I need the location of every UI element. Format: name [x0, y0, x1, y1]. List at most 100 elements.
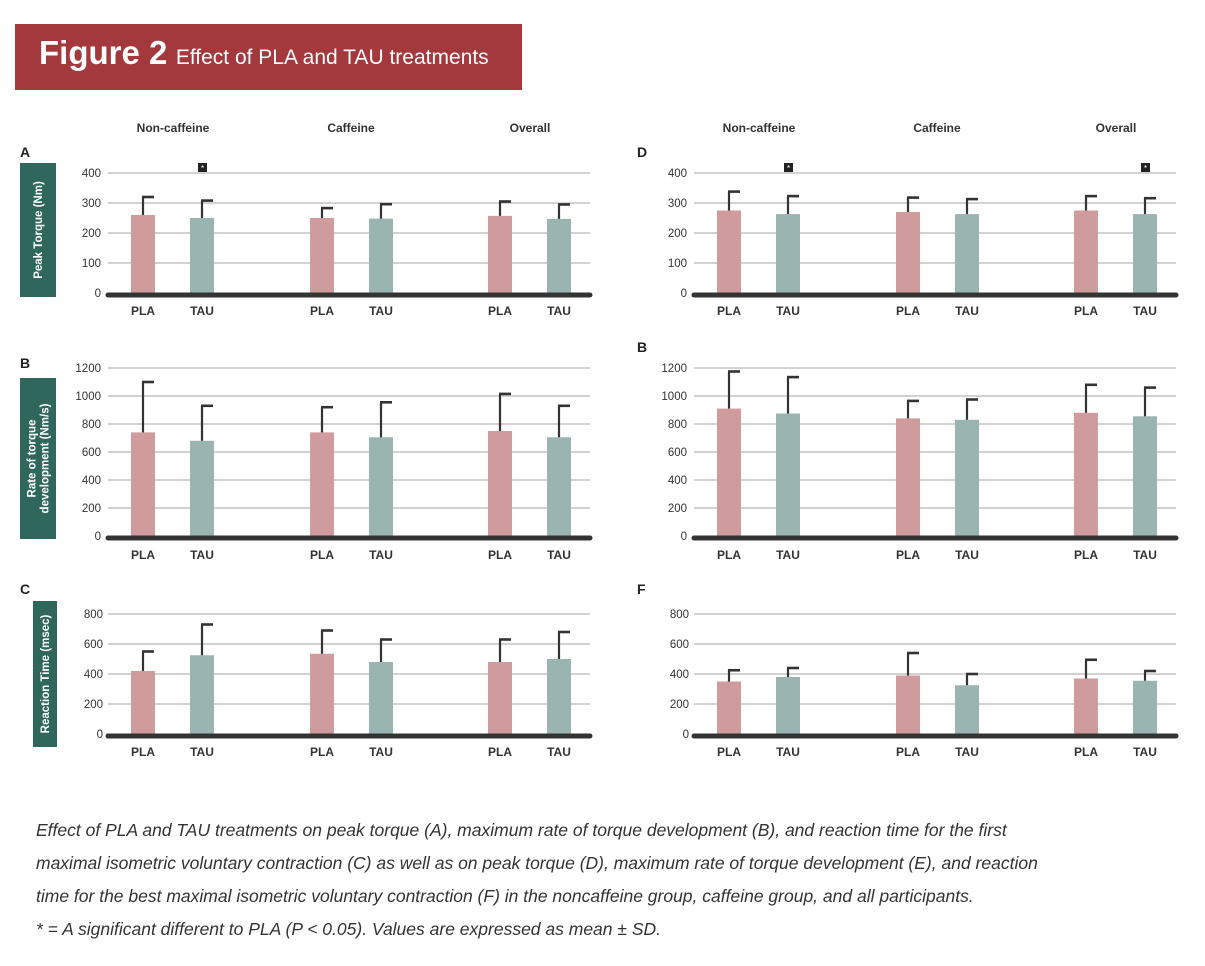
- x-tick-label: TAU: [955, 304, 979, 318]
- bar: [488, 431, 512, 536]
- y-tick-label: 300: [668, 198, 687, 210]
- bar: [955, 685, 979, 734]
- x-tick-label: PLA: [1074, 745, 1098, 759]
- y-tick-label: 800: [670, 609, 689, 621]
- group-label: Non-caffeine: [723, 121, 796, 135]
- bar: [369, 662, 393, 734]
- significance-star: *: [1144, 164, 1147, 173]
- bar: [776, 677, 800, 734]
- x-tick-label: TAU: [190, 304, 214, 318]
- x-tick-label: PLA: [131, 548, 155, 562]
- y-tick-label: 800: [84, 609, 103, 621]
- x-tick-label: TAU: [369, 745, 393, 759]
- figure-label: Figure 2: [39, 34, 168, 71]
- y-tick-label: 1000: [661, 391, 687, 403]
- x-tick-label: PLA: [488, 304, 512, 318]
- y-axis-label: Reaction Time (msec): [40, 615, 52, 734]
- y-tick-label: 600: [82, 447, 101, 459]
- y-tick-label: 200: [670, 699, 689, 711]
- y-tick-label: 600: [668, 447, 687, 459]
- bar: [131, 215, 155, 293]
- x-tick-label: PLA: [310, 548, 334, 562]
- caption-line: Effect of PLA and TAU treatments on peak…: [36, 820, 1007, 840]
- y-tick-label: 600: [670, 639, 689, 651]
- bar: [1074, 412, 1098, 536]
- x-tick-label: PLA: [717, 304, 741, 318]
- bar: [190, 655, 214, 734]
- bar: [131, 432, 155, 536]
- bar: [310, 218, 334, 293]
- panel-letter: D: [637, 144, 647, 160]
- bar: [955, 419, 979, 536]
- y-tick-label: 1200: [75, 363, 101, 375]
- y-tick-label: 400: [82, 168, 101, 180]
- x-tick-label: TAU: [190, 745, 214, 759]
- bar: [717, 408, 741, 536]
- bar: [1133, 214, 1157, 293]
- y-axis-label: Peak Torque (Nm): [33, 181, 45, 279]
- x-tick-label: PLA: [310, 304, 334, 318]
- bar: [896, 212, 920, 293]
- y-tick-label: 1200: [661, 363, 687, 375]
- bar: [717, 210, 741, 293]
- chart-grid: A Non-caffeine Caffeine Overall Peak Torque …: [20, 121, 1179, 759]
- bar: [717, 681, 741, 734]
- y-axis-label-box: [20, 163, 56, 297]
- y-tick-label: 200: [84, 699, 103, 711]
- x-tick-label: PLA: [131, 304, 155, 318]
- bar: [547, 218, 571, 293]
- bar: [369, 437, 393, 536]
- x-tick-label: PLA: [896, 548, 920, 562]
- bar: [896, 675, 920, 734]
- bar: [190, 218, 214, 293]
- panel-letter: B: [20, 355, 30, 371]
- bar: [1133, 680, 1157, 734]
- bar: [488, 215, 512, 293]
- y-axis-label: Rate of torque: [27, 420, 39, 498]
- x-tick-label: TAU: [1133, 745, 1157, 759]
- x-tick-label: PLA: [310, 745, 334, 759]
- group-label: Caffeine: [913, 121, 961, 135]
- x-tick-label: TAU: [547, 548, 571, 562]
- significance-marker: [1141, 163, 1150, 172]
- bar: [1074, 210, 1098, 293]
- y-tick-label: 400: [668, 475, 687, 487]
- bar: [190, 440, 214, 536]
- caption-line: * = A significant different to PLA (P < …: [36, 919, 662, 939]
- y-tick-label: 300: [82, 198, 101, 210]
- group-label: Overall: [510, 121, 551, 135]
- x-tick-label: TAU: [547, 304, 571, 318]
- x-tick-label: TAU: [369, 548, 393, 562]
- bar: [896, 418, 920, 536]
- y-tick-label: 400: [82, 475, 101, 487]
- x-tick-label: TAU: [955, 548, 979, 562]
- caption-line: maximal isometric voluntary contraction …: [36, 853, 1038, 873]
- group-label: Overall: [1096, 121, 1137, 135]
- y-tick-label: 400: [670, 669, 689, 681]
- bar: [776, 214, 800, 293]
- bar: [369, 218, 393, 293]
- y-tick-label: 600: [84, 639, 103, 651]
- y-tick-label: 400: [84, 669, 103, 681]
- y-tick-label: 0: [97, 729, 103, 741]
- panel-letter: A: [20, 144, 30, 160]
- caption-line: time for the best maximal isometric volu…: [36, 886, 974, 906]
- x-tick-label: TAU: [776, 548, 800, 562]
- bar: [310, 432, 334, 536]
- y-tick-label: 0: [681, 288, 687, 300]
- bar: [1074, 678, 1098, 734]
- y-tick-label: 0: [95, 288, 101, 300]
- x-tick-label: TAU: [369, 304, 393, 318]
- group-label: Caffeine: [327, 121, 375, 135]
- bar: [1133, 416, 1157, 536]
- panel-letter: F: [637, 581, 646, 597]
- y-tick-label: 200: [82, 503, 101, 515]
- x-tick-label: PLA: [896, 745, 920, 759]
- figure-caption: Effect of PLA and TAU treatments on peak…: [36, 814, 1176, 946]
- significance-star: *: [201, 164, 204, 173]
- y-tick-label: 800: [668, 419, 687, 431]
- significance-star: *: [787, 164, 790, 173]
- bar: [547, 437, 571, 536]
- significance-marker: [784, 163, 793, 172]
- panel-letter: B: [637, 339, 647, 355]
